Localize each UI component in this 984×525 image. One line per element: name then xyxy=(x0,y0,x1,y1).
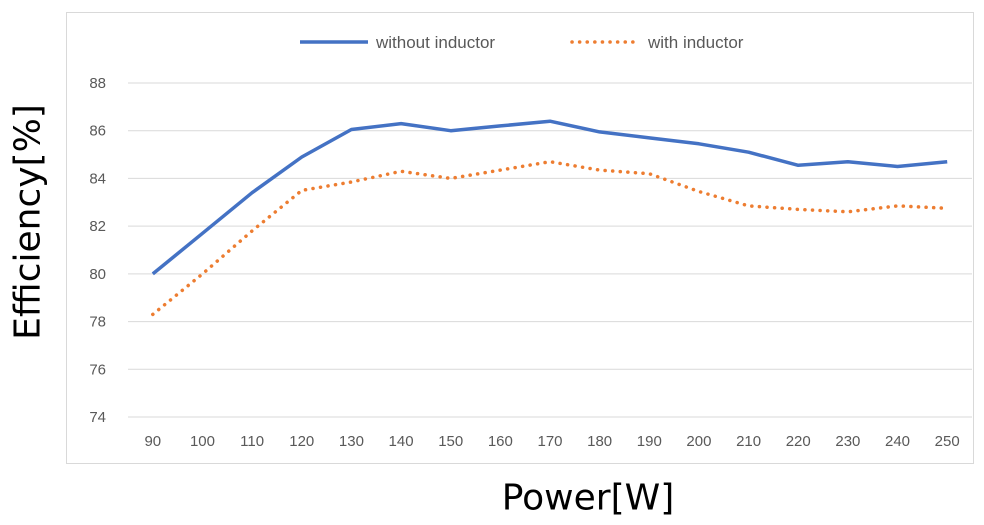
x-tick-label: 90 xyxy=(144,433,161,450)
x-tick-label: 100 xyxy=(190,433,215,450)
x-tick-label: 110 xyxy=(240,433,264,450)
series-line-without-inductor xyxy=(151,119,948,276)
x-axis-title: Power[W] xyxy=(501,477,675,519)
legend-label: without inductor xyxy=(375,33,495,52)
x-tick-label: 190 xyxy=(637,433,662,450)
y-tick-labels: 74 76 78 80 82 84 86 88 xyxy=(89,75,106,426)
y-tick-label: 82 xyxy=(89,218,106,235)
x-tick-label: 120 xyxy=(289,433,314,450)
series-lines xyxy=(151,119,949,317)
x-tick-label: 180 xyxy=(587,433,612,450)
series-line-with-inductor xyxy=(151,159,949,317)
y-tick-label: 84 xyxy=(89,170,106,187)
y-tick-label: 88 xyxy=(89,75,106,92)
y-tick-label: 86 xyxy=(89,123,106,140)
x-tick-label: 220 xyxy=(786,433,811,450)
y-tick-label: 74 xyxy=(89,409,106,426)
x-tick-label: 240 xyxy=(885,433,910,450)
y-tick-label: 76 xyxy=(89,361,106,378)
x-tick-labels: 90 100 110 120 130 140 150 160 170 180 190 200 210 22… xyxy=(144,433,959,450)
legend-label: with inductor xyxy=(647,33,744,52)
x-tick-label: 230 xyxy=(835,433,860,450)
gridlines xyxy=(128,82,972,418)
x-tick-label: 170 xyxy=(537,433,562,450)
y-tick-label: 78 xyxy=(89,314,106,331)
y-tick-label: 80 xyxy=(89,266,106,283)
x-tick-label: 140 xyxy=(389,433,414,450)
chart-frame xyxy=(66,12,974,464)
x-tick-label: 210 xyxy=(736,433,761,450)
x-tick-label: 160 xyxy=(488,433,513,450)
x-tick-label: 200 xyxy=(686,433,711,450)
y-axis-title: Efficiency[%] xyxy=(7,104,49,340)
x-tick-label: 150 xyxy=(438,433,463,450)
legend: without inductor with inductor xyxy=(300,33,744,52)
x-tick-label: 130 xyxy=(339,433,364,450)
x-tick-label: 250 xyxy=(935,433,960,450)
